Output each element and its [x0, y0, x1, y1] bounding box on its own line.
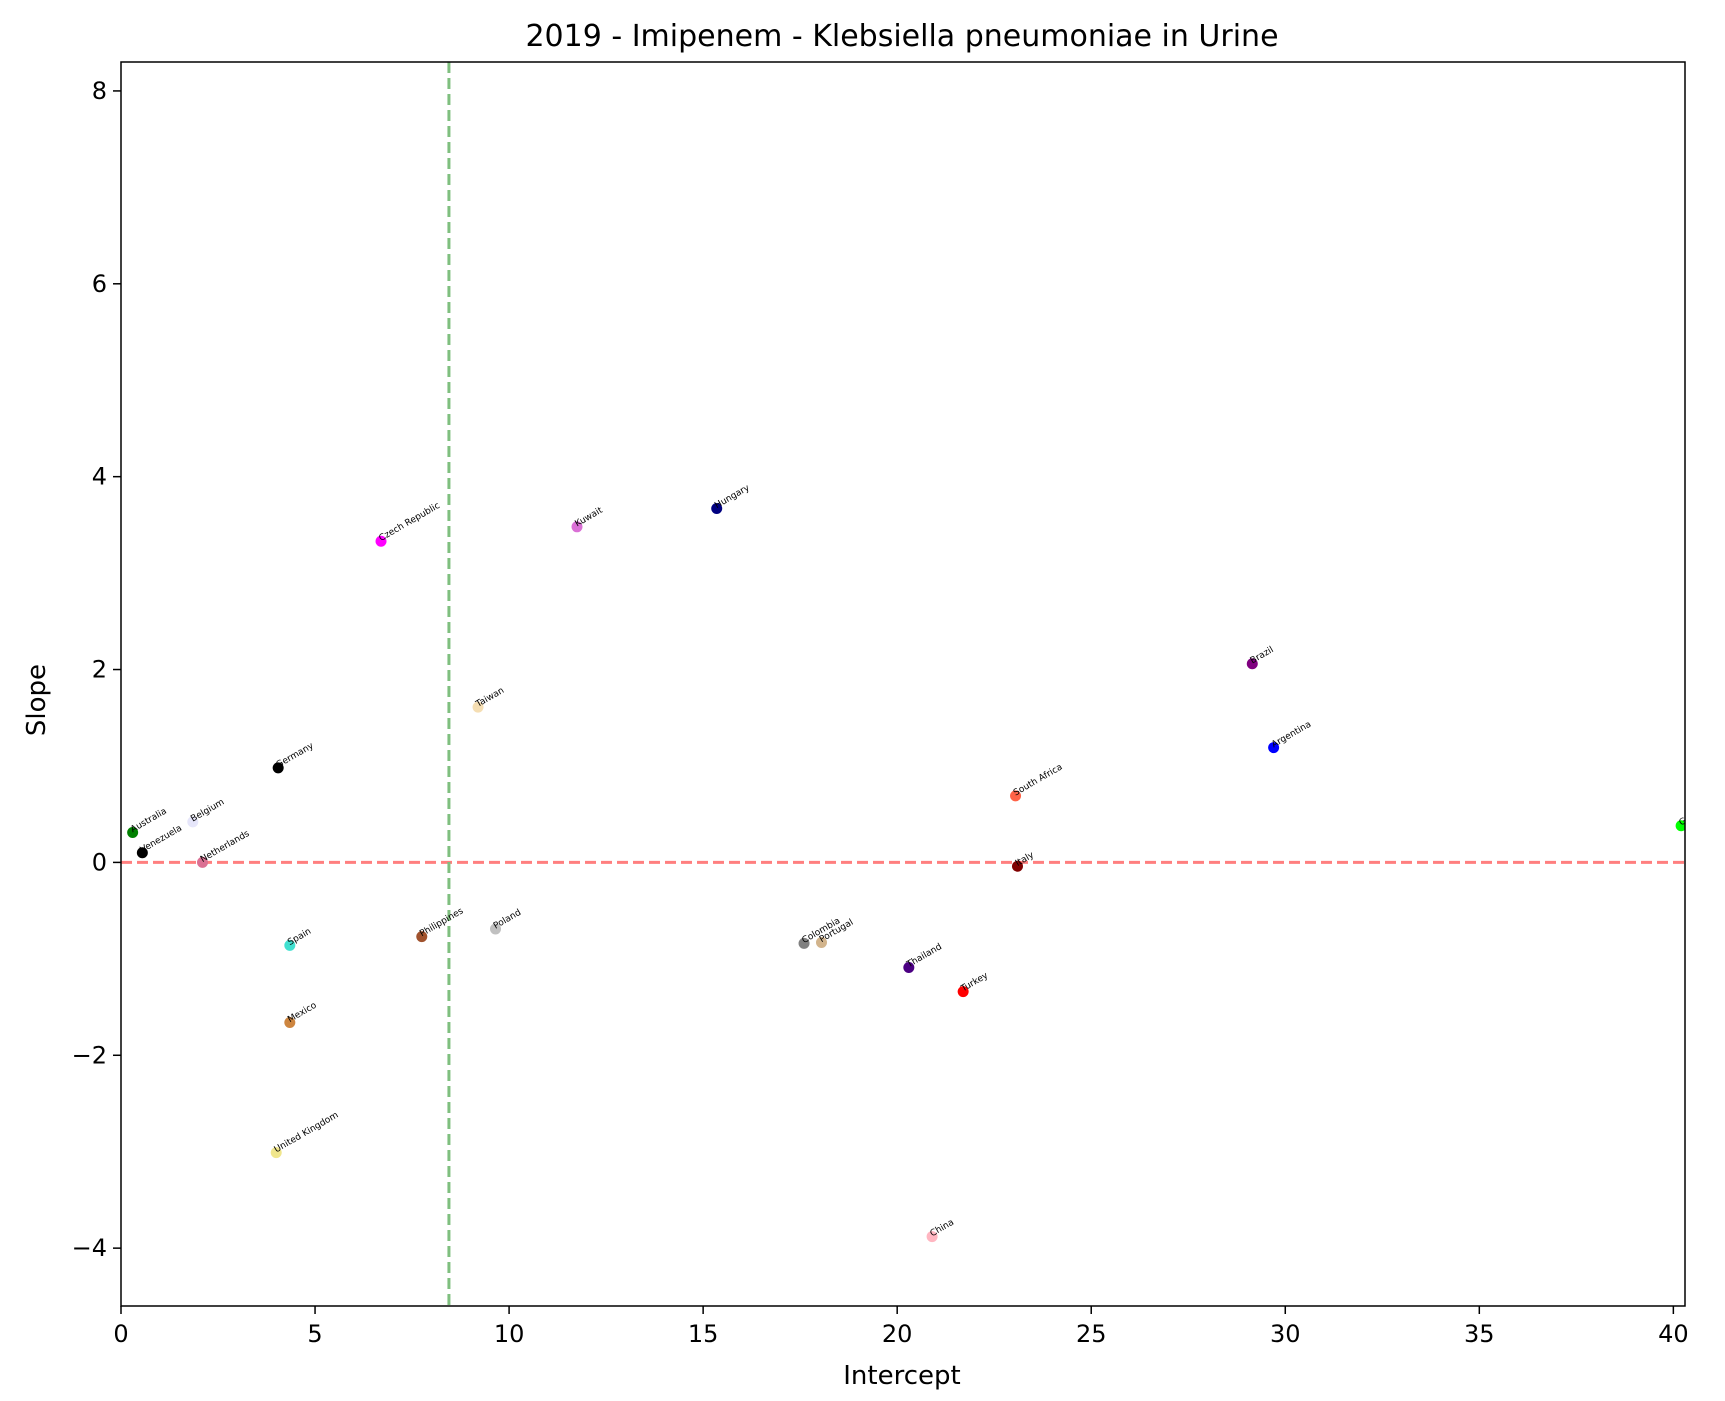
data-point-label: Greece — [1678, 803, 1711, 828]
data-point-label: Germany — [275, 741, 316, 771]
data-point-label: Taiwan — [474, 686, 506, 710]
data-point — [416, 931, 428, 943]
y-tick-label: 0 — [92, 848, 107, 876]
data-point — [926, 1231, 938, 1243]
y-tick-label: 8 — [92, 77, 107, 105]
data-point-label: Hungary — [713, 483, 752, 511]
x-tick-label: 35 — [1464, 1320, 1495, 1348]
y-tick-label: −4 — [72, 1234, 107, 1262]
data-point-label: China — [929, 1218, 956, 1240]
data-point — [798, 937, 810, 949]
x-tick-label: 20 — [882, 1320, 913, 1348]
data-point — [1246, 658, 1258, 670]
data-point — [284, 1016, 296, 1028]
data-point — [270, 1147, 282, 1159]
y-tick-label: 2 — [92, 656, 107, 684]
data-point — [1268, 742, 1280, 754]
x-axis-label: Intercept — [843, 1361, 960, 1391]
data-point — [472, 701, 484, 713]
plot-area: Czech Republic Kuwait Hungary Brazil Taiwan A… — [121, 62, 1711, 1306]
data-point — [490, 923, 502, 935]
plot-frame — [120, 61, 1686, 1307]
axes: 0 5 10 15 20 25 30 35 40 −4 −2 0 2 4 6 8 — [72, 61, 1689, 1348]
data-point — [1010, 790, 1022, 802]
data-point — [127, 827, 139, 839]
y-axis-label: Slope — [22, 664, 52, 736]
data-point — [284, 939, 296, 951]
data-point — [957, 986, 969, 998]
data-point-label: Mexico — [286, 1000, 319, 1025]
data-point-label: Spain — [286, 927, 313, 948]
data-point — [571, 521, 583, 533]
data-point-label: Poland — [492, 908, 523, 932]
data-point-label: Czech Republic — [378, 501, 442, 544]
data-point — [1675, 820, 1685, 832]
data-point — [187, 816, 199, 828]
data-point — [272, 762, 284, 774]
data-point — [375, 535, 387, 547]
data-point-label: Thailand — [904, 942, 943, 970]
data-point-label: Philippines — [418, 906, 465, 939]
data-point-label: South Africa — [1012, 762, 1064, 798]
data-point — [903, 962, 915, 974]
data-point — [1011, 860, 1023, 872]
data-point-label: Belgium — [189, 797, 226, 824]
data-point — [816, 936, 828, 948]
data-point-label: Netherlands — [199, 829, 252, 865]
y-tick-label: 4 — [92, 463, 107, 491]
x-tick-label: 30 — [1270, 1320, 1301, 1348]
data-point-label: Brazil — [1249, 645, 1276, 666]
data-point-label: Australia — [129, 807, 168, 836]
x-tick-label: 10 — [494, 1320, 525, 1348]
y-tick-label: 6 — [92, 270, 107, 298]
data-point-label: United Kingdom — [273, 1110, 341, 1155]
data-point — [196, 856, 208, 868]
x-tick-label: 40 — [1658, 1320, 1689, 1348]
x-tick-label: 0 — [113, 1320, 128, 1348]
data-point — [136, 847, 148, 859]
data-point-label: Italy — [1014, 850, 1036, 869]
x-tick-label: 5 — [307, 1320, 322, 1348]
chart-title: 2019 - Imipenem - Klebsiella pneumoniae … — [525, 19, 1278, 54]
y-tick-label: −2 — [72, 1041, 107, 1069]
data-point-label: Argentina — [1270, 720, 1313, 751]
x-tick-label: 25 — [1076, 1320, 1107, 1348]
x-tick-label: 15 — [688, 1320, 719, 1348]
data-point — [711, 502, 723, 514]
data-point-label: Turkey — [959, 971, 991, 995]
data-point-label: Kuwait — [574, 505, 605, 529]
